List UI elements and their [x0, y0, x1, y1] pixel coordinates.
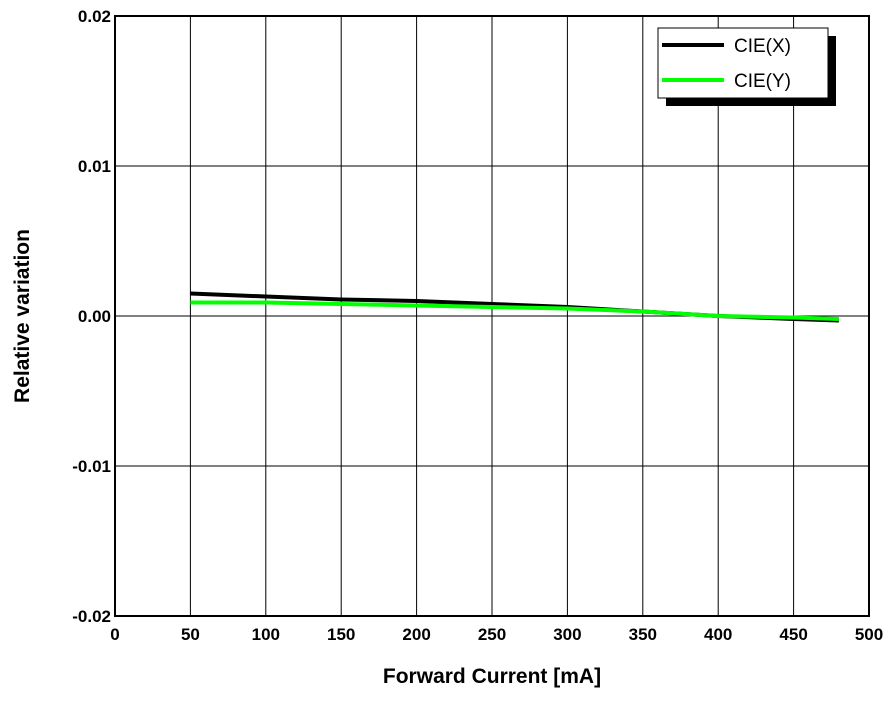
legend-label-ciey: CIE(Y) [734, 71, 791, 92]
x-tick-label: 400 [704, 625, 732, 644]
y-tick-label: -0.01 [72, 457, 111, 476]
x-tick-label: 500 [855, 625, 883, 644]
tick-labels: 0 50 100 150 200 250 300 350 400 450 500 -0.02 -0.01… [72, 7, 883, 644]
x-tick-label: 250 [478, 625, 506, 644]
x-tick-label: 50 [181, 625, 200, 644]
x-tick-label: 300 [553, 625, 581, 644]
x-tick-label: 450 [779, 625, 807, 644]
x-tick-label: 150 [327, 625, 355, 644]
x-axis-title: Forward Current [mA] [383, 665, 601, 688]
series-layer [190, 291, 839, 323]
series-line-ciey [190, 300, 839, 321]
y-tick-label: -0.02 [72, 607, 111, 626]
x-tick-label: 0 [110, 625, 119, 644]
x-tick-label: 100 [252, 625, 280, 644]
y-tick-label: 0.00 [78, 307, 111, 326]
y-axis-title: Relative variation [11, 229, 34, 403]
y-tick-label: 0.02 [78, 7, 111, 26]
legend: CIE(X) CIE(Y) [657, 27, 836, 106]
x-tick-label: 200 [402, 625, 430, 644]
legend-items: CIE(X) CIE(Y) [662, 36, 791, 92]
legend-label-ciex: CIE(X) [734, 36, 791, 57]
legend-box [657, 27, 829, 99]
y-tick-label: 0.01 [78, 157, 111, 176]
plot-frame [114, 15, 870, 617]
x-tick-label: 350 [629, 625, 657, 644]
